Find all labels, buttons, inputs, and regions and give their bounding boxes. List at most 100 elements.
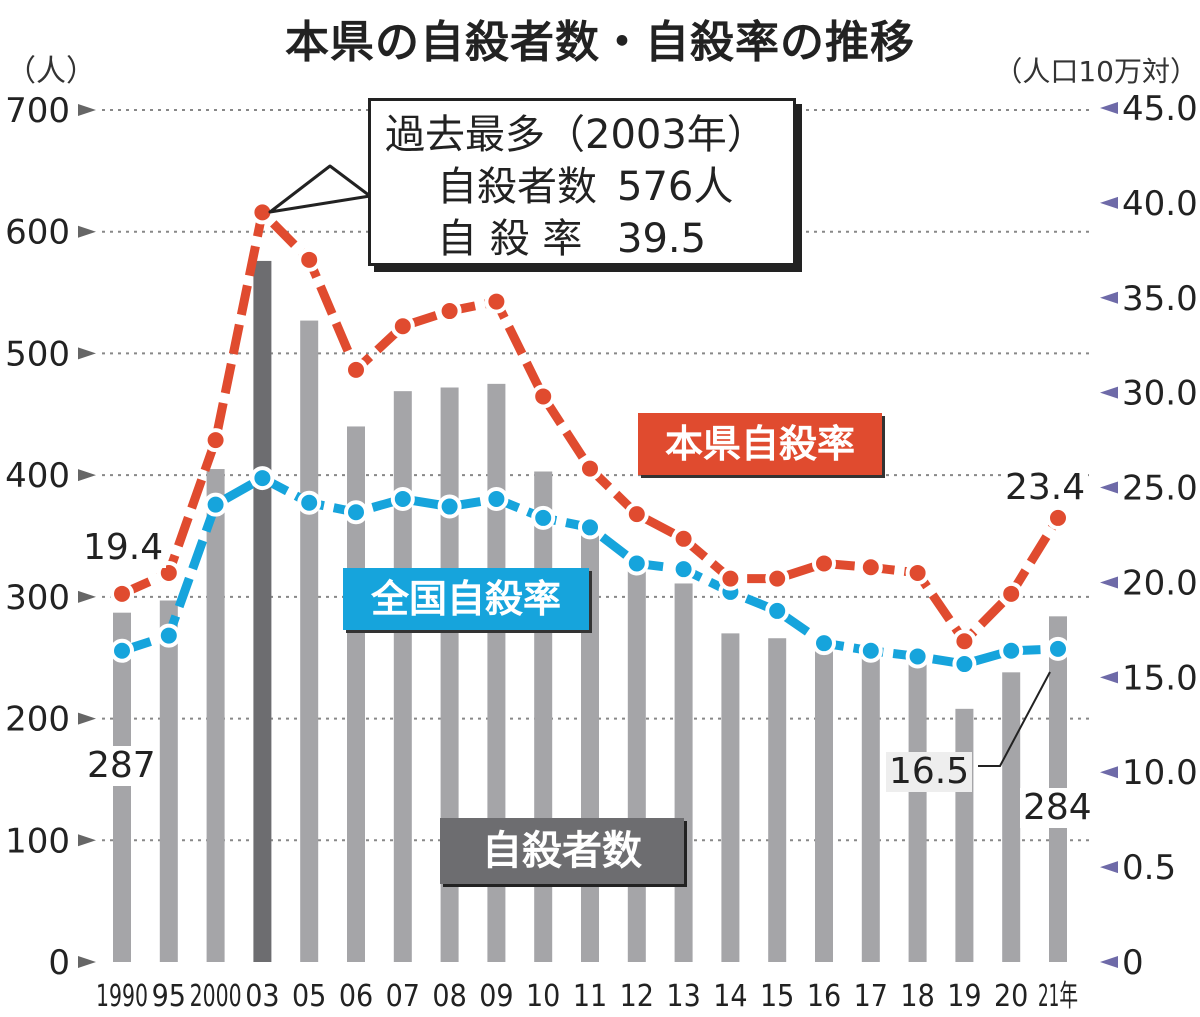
bar-10 (534, 471, 553, 962)
x-tick-label-21年: 21年 (1038, 979, 1078, 1014)
prefecture-rate-point-15 (765, 566, 790, 591)
legend-suicide-count: 自殺者数 (440, 818, 684, 884)
legend-national-rate: 全国自殺率 (343, 568, 589, 630)
right-axis-tick-label: 20.0 (1122, 563, 1198, 603)
prefecture-rate-point-2000 (203, 428, 228, 453)
right-tick-marker (1100, 861, 1118, 874)
prefecture-rate-point-14 (718, 566, 743, 591)
bar-series (113, 260, 1067, 963)
national-rate-point-15 (765, 598, 790, 623)
x-tick-label-2000: 2000 (190, 979, 242, 1014)
left-axis-tick-label: 400 (5, 456, 70, 496)
bar-17 (861, 643, 880, 962)
national-rate-point-12 (624, 551, 649, 576)
bar-95 (159, 600, 178, 962)
national-rate-point-09 (484, 486, 509, 511)
callout-rate-value: 39.5 (617, 216, 707, 262)
x-tick-label-03: 03 (245, 979, 279, 1014)
prefecture-rate-point-05 (297, 247, 322, 272)
national-rate-point-06 (344, 500, 368, 525)
national-rate-point-20 (999, 638, 1024, 663)
data-label-rate-1990: 19.4 (80, 528, 167, 568)
national-rate-point-10 (531, 505, 556, 530)
bar-18 (908, 655, 927, 962)
bar-19 (955, 708, 974, 962)
x-tick-label-18: 18 (900, 979, 934, 1014)
x-tick-label-19: 19 (947, 979, 981, 1014)
prefecture-rate-point-19 (952, 629, 977, 654)
prefecture-rate-point-09 (484, 289, 509, 314)
left-axis-tick-label: 600 (5, 213, 70, 253)
right-tick-marker (1100, 956, 1118, 968)
x-tick-label-06: 06 (339, 979, 373, 1014)
x-tick-label-10: 10 (526, 979, 560, 1014)
prefecture-rate-point-10 (531, 384, 556, 409)
prefecture-rate-point-13 (671, 526, 696, 551)
prefecture-rate-point-16 (812, 551, 836, 576)
grid-lines (102, 109, 1092, 842)
left-tick-marker (78, 956, 96, 968)
data-label-national-2021: 16.5 (886, 752, 973, 792)
x-tick-label-20: 20 (994, 979, 1028, 1014)
right-tick-marker (1100, 766, 1118, 779)
callout-count-row: 自殺者数 576人 (385, 161, 779, 213)
prefecture-rate-point-18 (905, 560, 930, 585)
prefecture-rate-point-21年 (1046, 505, 1070, 530)
callout-title: 過去最多（2003年） (385, 112, 767, 158)
x-tick-label-07: 07 (386, 979, 420, 1014)
bar-16 (815, 649, 833, 962)
data-label-count-2021: 284 (1020, 788, 1095, 828)
left-axis-tick-label: 200 (5, 700, 70, 740)
prefecture-rate-point-08 (437, 299, 462, 324)
national-rate-point-19 (952, 652, 977, 677)
x-tick-label-14: 14 (713, 979, 747, 1014)
bar-1990 (113, 612, 131, 962)
legend-prefecture-rate: 本県自殺率 (638, 413, 882, 475)
national-rate-point-16 (812, 631, 836, 656)
right-axis-tick-label: 0 (1122, 943, 1144, 983)
right-tick-marker (1100, 481, 1118, 494)
bar-05 (300, 320, 319, 963)
national-rate-point-03 (250, 466, 275, 491)
x-tick-label-1990: 1990 (96, 979, 148, 1014)
bar-13 (674, 583, 693, 962)
left-tick-marker (78, 834, 96, 847)
x-tick-label-09: 09 (479, 979, 513, 1014)
left-axis-tick-label: 300 (5, 578, 70, 618)
prefecture-rate-point-17 (858, 555, 883, 580)
x-tick-label-17: 17 (854, 979, 888, 1014)
bar-15 (768, 638, 787, 962)
callout-count-value: 576人 (617, 164, 734, 210)
right-axis-tick-label: 40.0 (1122, 184, 1198, 224)
callout-rate-label: 自 殺 率 (437, 216, 583, 262)
x-tick-label-12: 12 (620, 979, 654, 1014)
bar-09 (487, 383, 506, 962)
x-tick-label-08: 08 (432, 979, 466, 1014)
prefecture-rate-point-11 (578, 456, 602, 481)
national-2021-leader (978, 671, 1051, 767)
right-axis-tick-label: 10.0 (1122, 753, 1198, 793)
left-axis-tick-label: 0 (48, 943, 70, 983)
national-rate-point-2000 (203, 492, 228, 517)
national-rate-point-05 (297, 490, 322, 515)
x-tick-label-13: 13 (666, 979, 700, 1014)
x-tick-labels: 1990 95 2000 03 05 06 07 08 09 10 11 12 13 14 15 16 17 18… (96, 979, 1078, 1014)
peak-callout: 過去最多（2003年） 自殺者数 576人 自 殺 率 39.5 (368, 98, 796, 266)
bar-07 (393, 391, 412, 962)
left-axis-unit: （人） (6, 54, 96, 89)
prefecture-rate-point-07 (390, 314, 415, 339)
right-axis-tick-label: 0.5 (1122, 848, 1176, 888)
bar-14 (721, 633, 740, 962)
left-tick-marker (78, 104, 96, 116)
right-axis-tick-label: 15.0 (1122, 658, 1198, 698)
callout-rate-row: 自 殺 率 39.5 (385, 213, 779, 265)
callout-pointer (268, 164, 372, 214)
x-tick-label-95: 95 (152, 979, 186, 1014)
left-axis-tick-label: 500 (5, 334, 70, 374)
right-axis-tick-label: 35.0 (1122, 279, 1198, 319)
right-axis-unit: （人口10万対） (994, 55, 1198, 88)
x-tick-label-16: 16 (807, 979, 841, 1014)
left-axis-tick-label: 700 (5, 91, 70, 131)
line-series (110, 164, 1070, 767)
axes: 0 100 200 300 400 500 600 700 0 0.5 10.0 15.0 20.0 25… (5, 89, 1198, 983)
